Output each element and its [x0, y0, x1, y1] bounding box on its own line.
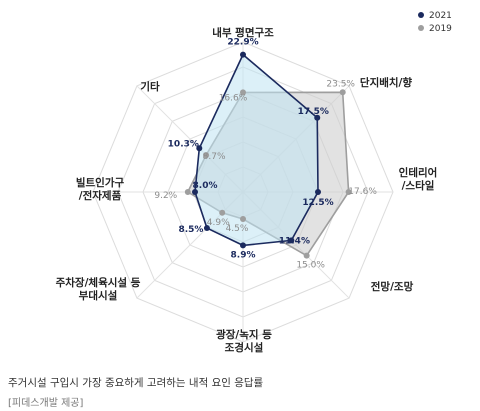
data-point-2021: [240, 242, 246, 249]
category-label: 기타: [140, 80, 160, 93]
data-point-2021: [288, 237, 295, 244]
category-label: 인테리어/스타일: [399, 166, 438, 192]
data-point-2019: [303, 252, 310, 259]
value-label-2019: 8.7%: [203, 152, 226, 162]
value-label-2019: 4.5%: [226, 224, 249, 234]
data-point-2021: [196, 145, 203, 152]
data-point-2019: [240, 216, 246, 222]
value-label-2021: 8.9%: [231, 250, 256, 260]
category-label: 내부 평면구조: [212, 26, 274, 39]
value-label-2019: 15.0%: [296, 261, 325, 271]
value-label-2021: 8.0%: [193, 181, 218, 191]
value-label-2021: 10.3%: [168, 139, 199, 149]
value-label-2019: 9.2%: [154, 191, 177, 201]
data-point-2021: [240, 51, 246, 58]
value-label-2021: 8.5%: [178, 225, 203, 235]
category-label: 단지배치/향: [360, 76, 412, 89]
value-label-2019: 16.6%: [219, 93, 248, 103]
legend-label-2021: 2021: [429, 11, 452, 21]
data-point-2021: [315, 189, 321, 195]
radar-chart: 22.9% 17.5% 12.5% 11.4% 8.9% 8.5% 8.0% 10.3% 16.…: [56, 11, 453, 354]
data-point-2019: [203, 152, 210, 159]
category-label: 주차장/체육시설 등 부대시설: [56, 276, 141, 302]
legend-marker-2019: [418, 25, 424, 31]
data-point-2021: [203, 225, 210, 232]
source-credit: [피데스개발 제공]: [8, 398, 84, 409]
category-label: 광장/녹지 등 조경시설: [216, 328, 272, 354]
series-area-2021: [194, 53, 319, 247]
value-label-2021: 12.5%: [302, 198, 333, 208]
data-point-2019: [184, 189, 191, 195]
data-point-2021: [192, 189, 198, 195]
value-label-2019: 4.9%: [207, 218, 230, 228]
value-label-2021: 17.5%: [298, 107, 329, 117]
data-point-2019: [339, 89, 346, 96]
category-label: 전망/조망: [371, 280, 414, 293]
value-label-2019: 23.5%: [326, 79, 355, 89]
data-point-2019: [240, 89, 246, 96]
data-point-2019: [219, 209, 226, 216]
category-label: 빌트인가구/전자제품: [76, 176, 125, 202]
legend-label-2019: 2019: [429, 24, 452, 34]
value-label-2021: 22.9%: [227, 38, 258, 48]
value-label-2019: 17.6%: [348, 187, 377, 197]
data-point-2019: [345, 189, 352, 195]
data-point-2021: [314, 114, 321, 121]
figure-caption: 주거시설 구입시 가장 중요하게 고려하는 내적 요인 응답률: [8, 377, 264, 389]
legend-marker-2021: [418, 12, 424, 18]
value-label-2021: 11.4%: [279, 236, 310, 246]
